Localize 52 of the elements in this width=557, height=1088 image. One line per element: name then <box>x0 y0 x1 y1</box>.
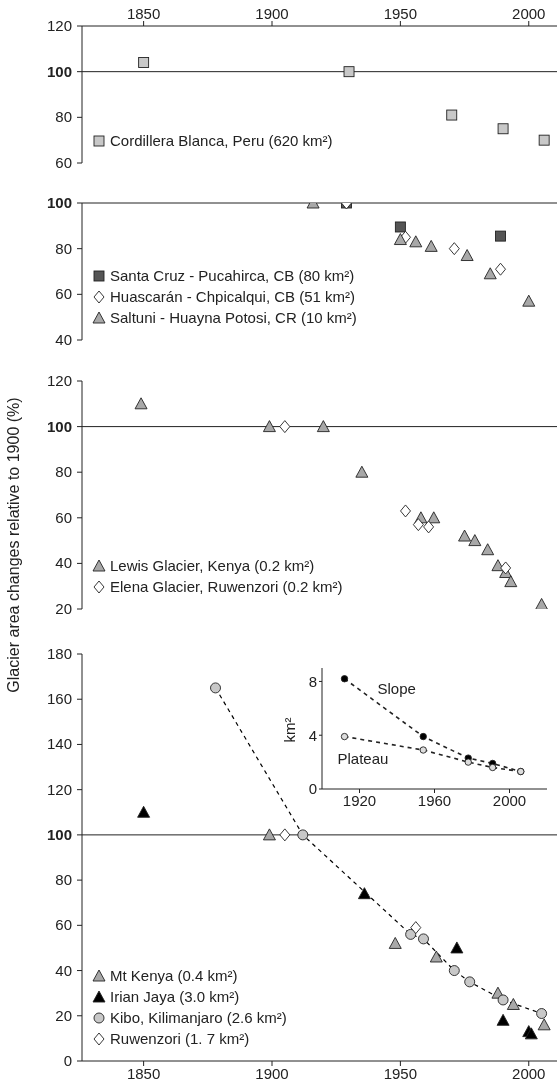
y-tick-label: 80 <box>55 108 72 126</box>
y-tick-label: 120 <box>46 372 72 389</box>
x-tick-label: 1850 <box>126 1064 161 1082</box>
y-tick-label: 8 <box>308 672 317 690</box>
x-tick-label: 1850 <box>126 5 161 22</box>
series-label: Plateau <box>337 749 389 767</box>
y-tick-label: 20 <box>55 600 72 617</box>
y-tick-label: 160 <box>46 690 72 708</box>
y-tick-label: 0 <box>63 1052 72 1069</box>
y-axis-title: Glacier area changes relative to 1900 (%) <box>5 397 23 693</box>
y-tick-label: 60 <box>55 154 72 171</box>
y-tick-label: 4 <box>308 726 317 744</box>
y-tick-label: 40 <box>55 554 72 572</box>
x-tick-label: 1950 <box>383 5 418 22</box>
legend-label: Irian Jaya (3.0 km²) <box>110 987 240 1007</box>
x-tick-label: 2000 <box>512 1064 546 1082</box>
y-tick-label: 120 <box>46 17 72 34</box>
legend-label: Mt Kenya (0.4 km²) <box>110 966 238 986</box>
x-tick-label: 1900 <box>255 5 289 22</box>
y-tick-label: 100 <box>46 194 72 211</box>
y-tick-label: 60 <box>55 508 72 526</box>
legend-label: Ruwenzori (1. 7 km²) <box>110 1029 250 1049</box>
y-tick-label: 60 <box>55 916 72 934</box>
legend-label: Saltuni - Huayna Potosi, CR (10 km²) <box>110 308 357 328</box>
legend-label: Cordillera Blanca, Peru (620 km²) <box>110 131 333 151</box>
x-tick-label: 2000 <box>512 5 546 22</box>
y-tick-label: 20 <box>55 1006 72 1024</box>
y-tick-label: 0 <box>308 780 317 798</box>
x-tick-label: 1960 <box>417 791 452 809</box>
y-tick-label: 40 <box>55 331 72 348</box>
y-tick-label: 100 <box>46 417 72 435</box>
y-tick-label: 60 <box>55 285 72 303</box>
y-tick-label: 180 <box>46 645 72 662</box>
x-tick-label: 1950 <box>383 1064 418 1082</box>
y-tick-label: 40 <box>55 961 72 979</box>
y-axis-title: km² <box>281 717 299 743</box>
y-tick-label: 80 <box>55 239 72 257</box>
legend-label: Kibo, Kilimanjaro (2.6 km²) <box>110 1008 287 1028</box>
legend-label: Santa Cruz - Pucahirca, CB (80 km²) <box>110 266 355 286</box>
legend-label: Elena Glacier, Ruwenzori (0.2 km²) <box>110 577 343 597</box>
x-tick-label: 1900 <box>255 1064 289 1082</box>
y-tick-label: 120 <box>46 780 72 798</box>
legend-label: Lewis Glacier, Kenya (0.2 km²) <box>110 556 315 576</box>
y-tick-label: 100 <box>46 825 72 843</box>
y-tick-label: 100 <box>46 62 72 80</box>
x-tick-label: 2000 <box>492 791 527 809</box>
y-tick-label: 80 <box>55 463 72 481</box>
series-label: Slope <box>377 679 416 697</box>
y-tick-label: 80 <box>55 871 72 889</box>
x-tick-label: 1920 <box>342 791 377 809</box>
y-tick-label: 140 <box>46 735 72 753</box>
legend-label: Huascarán - Chpicalqui, CB (51 km²) <box>110 287 356 307</box>
